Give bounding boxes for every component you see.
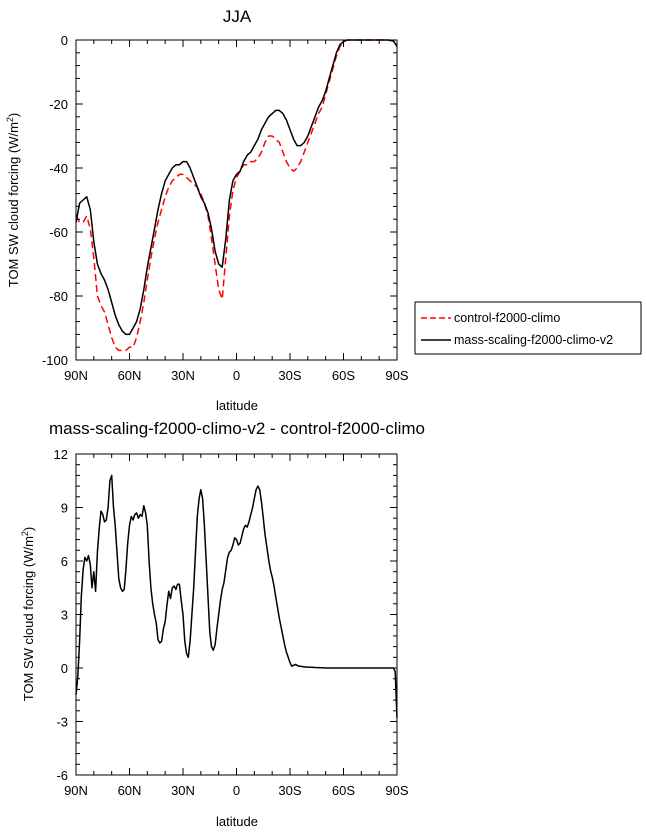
- top-ytick-label: -60: [49, 225, 68, 240]
- top-ytick-label: -80: [49, 289, 68, 304]
- top-y-axis-label-close: ): [6, 113, 21, 117]
- top-y-tick-labels: 0 -20 -40 -60 -80 -100: [42, 33, 68, 368]
- top-xtick-label: 30S: [278, 368, 301, 383]
- bottom-y-axis-label-close: ): [21, 527, 36, 531]
- top-xtick-label: 60S: [332, 368, 355, 383]
- bottom-x-tick-labels: 90N 60N 30N 0 30S 60S 90S: [64, 783, 409, 798]
- legend-entry-control: control-f2000-climo: [454, 311, 560, 325]
- bottom-xtick-label: 90S: [385, 783, 408, 798]
- bottom-chart-title: mass-scaling-f2000-climo-v2 - control-f2…: [49, 419, 425, 438]
- top-plot-frame: [75, 39, 398, 361]
- bottom-chart: mass-scaling-f2000-climo-v2 - control-f2…: [20, 419, 425, 829]
- top-chart: JJA 90N 60N 30N 0 30S 60S 90S 0 -20 -40 -60 -80 -10…: [5, 7, 642, 413]
- bottom-y-axis-label-main: TOM SW cloud forcing (W/m: [21, 536, 36, 701]
- bottom-xtick-label: 30N: [171, 783, 195, 798]
- bottom-series-line-0: [75, 474, 398, 718]
- top-xtick-label: 30N: [171, 368, 195, 383]
- top-series-line-1: [75, 39, 398, 336]
- top-chart-title: JJA: [223, 7, 252, 26]
- top-series-line-0: [75, 39, 398, 352]
- bottom-ytick-label: 0: [61, 661, 68, 676]
- top-ytick-label: -20: [49, 97, 68, 112]
- top-y-axis-label-sup: 2: [5, 117, 15, 122]
- top-legend-box: [414, 301, 642, 355]
- legend-entry-mass-scaling: mass-scaling-f2000-climo-v2: [454, 333, 613, 347]
- top-ytick-label: 0: [61, 33, 68, 48]
- bottom-tick-marks: [75, 453, 398, 776]
- bottom-xtick-label: 0: [233, 783, 240, 798]
- bottom-ytick-label: 9: [61, 501, 68, 516]
- top-xtick-label: 90N: [64, 368, 88, 383]
- bottom-ytick-label: 6: [61, 554, 68, 569]
- bottom-ytick-label: 12: [54, 447, 68, 462]
- top-ytick-label: -100: [42, 353, 68, 368]
- top-legend: control-f2000-climo mass-scaling-f2000-c…: [414, 301, 642, 355]
- bottom-xtick-label: 90N: [64, 783, 88, 798]
- bottom-xtick-label: 60S: [332, 783, 355, 798]
- top-xtick-label: 90S: [385, 368, 408, 383]
- bottom-xtick-label: 30S: [278, 783, 301, 798]
- top-x-tick-labels: 90N 60N 30N 0 30S 60S 90S: [64, 368, 409, 383]
- bottom-plot-frame: [75, 453, 398, 776]
- bottom-y-axis-label: TOM SW cloud forcing (W/m2): [20, 527, 36, 702]
- bottom-xtick-label: 60N: [118, 783, 142, 798]
- top-y-axis-label: TOM SW cloud forcing (W/m2): [5, 113, 21, 288]
- bottom-plot-area: [75, 474, 398, 718]
- top-xtick-label: 0: [233, 368, 240, 383]
- top-xtick-label: 60N: [118, 368, 142, 383]
- bottom-ytick-label: -3: [56, 715, 68, 730]
- top-ytick-label: -40: [49, 161, 68, 176]
- bottom-ytick-label: 3: [61, 608, 68, 623]
- top-plot-area: [75, 39, 398, 352]
- bottom-y-axis-label-sup: 2: [20, 531, 30, 536]
- bottom-x-axis-label: latitude: [216, 814, 258, 829]
- top-y-axis-label-main: TOM SW cloud forcing (W/m: [6, 122, 21, 287]
- bottom-ytick-label: -6: [56, 768, 68, 783]
- top-x-axis-label: latitude: [216, 398, 258, 413]
- top-tick-marks: [75, 39, 398, 361]
- bottom-y-tick-labels: 12 9 6 3 0 -3 -6: [54, 447, 68, 783]
